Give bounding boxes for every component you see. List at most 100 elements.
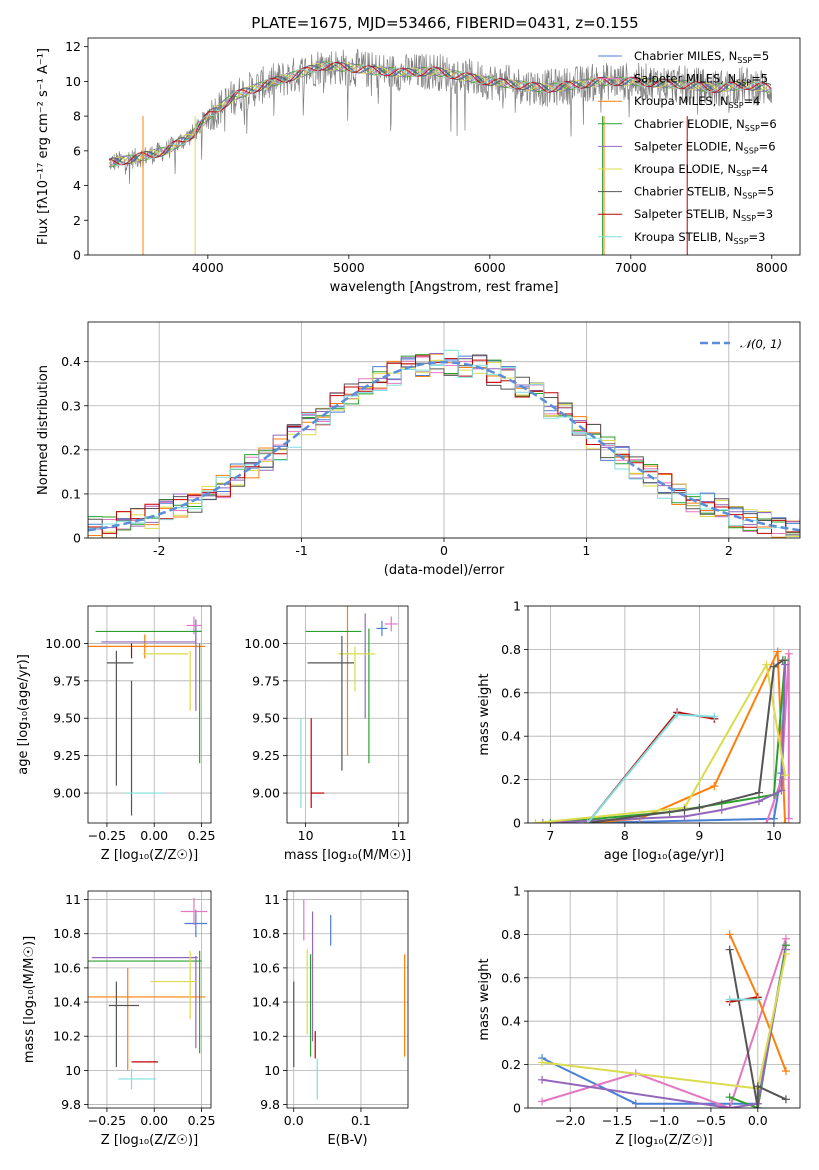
- y-tick-label: 10.00: [244, 636, 280, 651]
- y-tick-label: 0.8: [501, 927, 521, 942]
- y-tick-label: 0.6: [501, 970, 521, 985]
- mass-vs-Z-panel: −0.25 0.00 0.25 9.8 10 10.2 10.4 10.6 10.8 11 Z [l…: [22, 890, 216, 1148]
- y-tick-label: 0: [73, 248, 81, 263]
- y-tick-label: 10.2: [53, 1029, 81, 1044]
- x-tick-label: 0.1: [351, 1113, 371, 1128]
- y-tick-label: 11: [264, 892, 280, 907]
- legend-label: Salpeter STELIB, NSSP=3: [634, 207, 773, 223]
- y-tick-label: 10: [264, 1063, 280, 1078]
- y-tick-label: 0.2: [501, 772, 521, 787]
- legend-label: Salpeter ELODIE, NSSP=6: [634, 139, 776, 155]
- y-tick-label: 10.6: [53, 960, 81, 975]
- y-tick-label: 4: [73, 178, 81, 193]
- x-tick-label: 0.25: [188, 1113, 216, 1128]
- weight-line: [765, 653, 790, 823]
- x-tick-label: 2: [725, 543, 733, 558]
- y-axis-label: mass weight: [477, 673, 492, 755]
- x-tick-label: -1: [295, 543, 307, 558]
- x-tick-label: −0.25: [88, 1113, 126, 1128]
- legend-label: Chabrier ELODIE, NSSP=6: [634, 117, 777, 133]
- plot-frame: [87, 890, 212, 1109]
- y-tick-label: 0.4: [501, 729, 521, 744]
- y-axis-label: mass [log₁₀(M/M☉)]: [22, 936, 37, 1063]
- legend-label: 𝒩(0, 1): [740, 337, 782, 351]
- x-tick-label: 8000: [756, 260, 788, 275]
- legend-label: Salpeter MILES, NSSP=5: [634, 72, 768, 88]
- x-tick-label: −1.5: [602, 1113, 632, 1128]
- error-bars: [88, 616, 206, 816]
- plot-frame: [87, 37, 801, 256]
- plot-frame: [286, 605, 409, 824]
- plot-frame: [527, 605, 801, 824]
- x-axis-label: E(B-V): [327, 1133, 367, 1148]
- model-line: [108, 61, 772, 167]
- y-tick-label: 0: [513, 816, 521, 831]
- y-tick-label: 0.6: [501, 685, 521, 700]
- figure-title: PLATE=1675, MJD=53466, FIBERID=0431, z=0…: [251, 14, 638, 32]
- y-tick-label: 9.50: [252, 711, 280, 726]
- weight-line: [542, 664, 787, 823]
- x-tick-label: 5000: [333, 260, 365, 275]
- legend-label: Chabrier STELIB, NSSP=5: [634, 185, 774, 201]
- x-axis-label: mass [log₁₀(M/M☉)]: [284, 848, 411, 863]
- x-axis-label: Z [log₁₀(Z/Z☉)]: [101, 848, 198, 863]
- x-tick-label: 0.00: [140, 828, 168, 843]
- x-tick-label: 0: [440, 543, 448, 558]
- x-tick-label: −0.25: [88, 828, 126, 843]
- x-tick-label: −2.0: [555, 1113, 585, 1128]
- y-tick-label: 10.8: [53, 926, 81, 941]
- legend-label: Kroupa STELIB, NSSP=3: [634, 230, 765, 246]
- y-tick-label: 9.00: [252, 786, 280, 801]
- weight-line: [535, 661, 787, 823]
- y-tick-label: 8: [73, 109, 81, 124]
- legend-label: Kroupa ELODIE, NSSP=4: [634, 162, 768, 178]
- y-tick-label: 0.4: [501, 1014, 521, 1029]
- x-axis-label: age [log₁₀(age/yr)]: [604, 848, 725, 863]
- y-tick-label: 1: [513, 599, 521, 614]
- y-tick-label: 0: [513, 1101, 521, 1116]
- histogram-step: [88, 354, 800, 538]
- y-tick-label: 9.75: [252, 673, 280, 688]
- x-tick-label: -2: [153, 543, 165, 558]
- plot-frame: [286, 890, 409, 1109]
- weight-line: [587, 659, 784, 823]
- y-tick-label: 9.25: [53, 748, 81, 763]
- x-axis-label: Z [log₁₀(Z/Z☉)]: [615, 1133, 712, 1148]
- weight-vs-Z-panel: −2.0 −1.5 −1.0 −0.5 0.0 0 0.2 0.4 0.6 0.8 1 Z [log₁…: [477, 884, 801, 1148]
- histograms: [88, 349, 800, 538]
- x-tick-label: 7: [546, 828, 554, 843]
- y-tick-label: 9.50: [53, 711, 81, 726]
- y-tick-label: 10: [65, 1063, 81, 1078]
- y-tick-label: 0.2: [61, 442, 81, 457]
- x-tick-label: 0.00: [140, 1113, 168, 1128]
- y-axis-label: Flux [fλ10⁻¹⁷ erg cm⁻² s⁻¹ A⁻¹]: [36, 48, 51, 245]
- y-tick-label: 10.2: [252, 1029, 280, 1044]
- y-tick-label: 10.4: [53, 995, 81, 1010]
- y-tick-label: 0.3: [61, 398, 81, 413]
- spectrum-lines: [108, 48, 773, 255]
- error-bars: [88, 897, 208, 1090]
- plot-frame: [87, 605, 212, 824]
- x-tick-label: 7000: [615, 260, 647, 275]
- y-tick-label: 10: [65, 74, 81, 89]
- gaussian-curve: [88, 360, 800, 532]
- x-tick-label: −1.0: [649, 1113, 679, 1128]
- y-tick-label: 9.25: [252, 748, 280, 763]
- y-tick-label: 10.6: [252, 960, 280, 975]
- x-tick-label: −0.5: [696, 1113, 726, 1128]
- y-tick-label: 12: [65, 39, 81, 54]
- x-tick-label: 0.0: [748, 1113, 768, 1128]
- y-tick-label: 9.8: [61, 1097, 81, 1112]
- plot-frame: [87, 321, 801, 539]
- spectrum-legend: Chabrier MILES, NSSP=5 Salpeter MILES, NS…: [598, 49, 777, 246]
- weight-vs-age-panel: 7 8 9 10 0 0.2 0.4 0.6 0.8 1 age [log₁₀(age/yr)] ma…: [477, 599, 801, 863]
- x-tick-label: 0.0: [284, 1113, 304, 1128]
- age-vs-Z-panel: −0.25 0.00 0.25 9.00 9.25 9.50 9.75 10.00 Z [log…: [16, 605, 215, 863]
- error-bars: [293, 899, 406, 1100]
- y-tick-label: 0.2: [501, 1057, 521, 1072]
- y-tick-label: 0.8: [501, 642, 521, 657]
- y-tick-label: 9.00: [53, 786, 81, 801]
- y-tick-label: 9.75: [53, 673, 81, 688]
- spectrum-panel: 4000 5000 6000 7000 8000 0 2 4 6 8 10 12 wavelength …: [36, 37, 801, 295]
- x-tick-label: 10: [298, 828, 314, 843]
